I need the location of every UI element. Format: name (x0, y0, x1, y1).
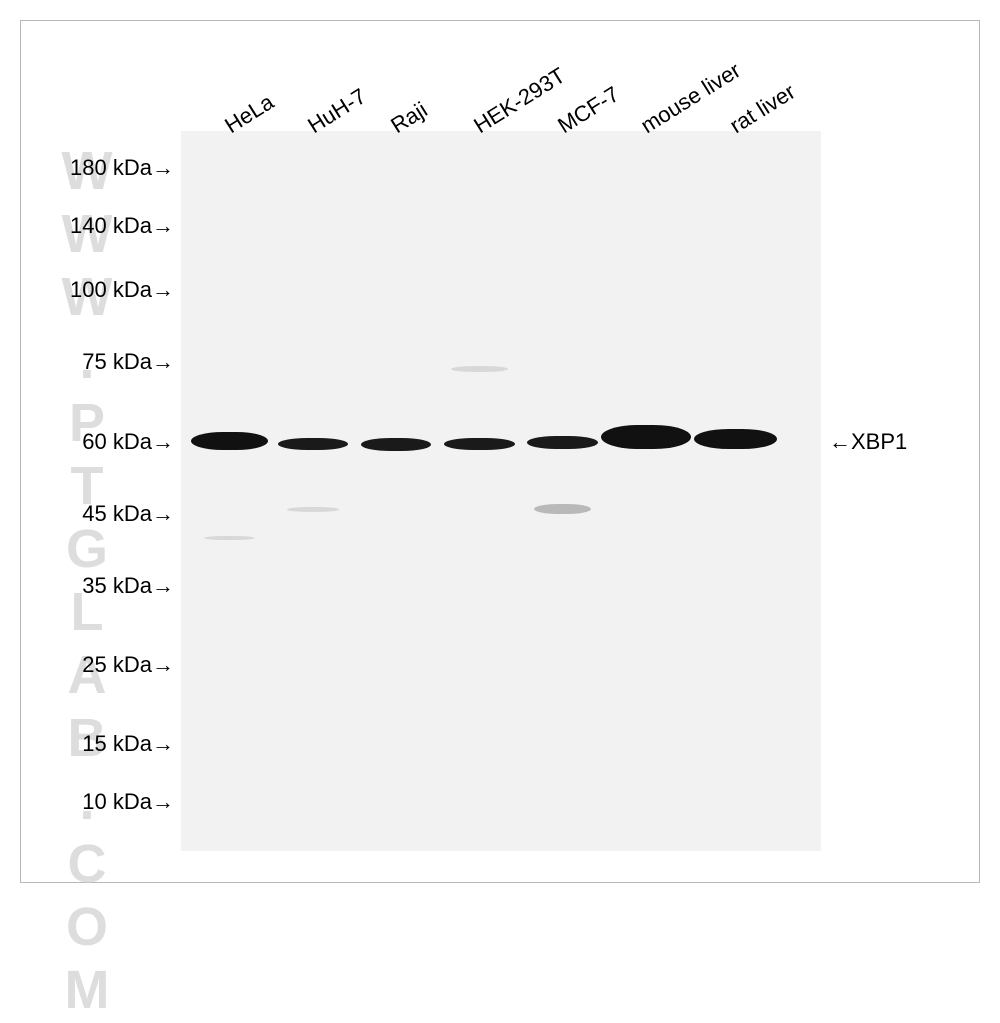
blot-band (694, 429, 777, 449)
target-label: ←XBP1 (829, 429, 907, 455)
lane-label: HEK-293T (470, 63, 571, 139)
marker-label: 100 kDa→ (46, 277, 174, 303)
blot-band (278, 438, 348, 450)
blot-band (601, 425, 691, 449)
blot-membrane (181, 131, 821, 851)
lane-label: rat liver (726, 79, 801, 139)
blot-band (361, 438, 431, 451)
western-blot-figure: WWW.PTGLAB.COM ←XBP1 HeLaHuH-7RajiHEK-29… (20, 20, 980, 883)
marker-label: 15 kDa→ (46, 731, 174, 757)
blot-band (534, 504, 592, 514)
marker-label: 75 kDa→ (46, 349, 174, 375)
marker-label: 45 kDa→ (46, 501, 174, 527)
blot-band (204, 536, 255, 540)
lane-label: mouse liver (636, 57, 745, 139)
marker-label: 25 kDa→ (46, 652, 174, 678)
marker-label: 35 kDa→ (46, 573, 174, 599)
marker-label: 60 kDa→ (46, 429, 174, 455)
marker-label: 10 kDa→ (46, 789, 174, 815)
blot-band (451, 366, 509, 372)
blot-band (527, 436, 597, 449)
blot-band (287, 507, 338, 512)
marker-label: 140 kDa→ (46, 213, 174, 239)
marker-label: 180 kDa→ (46, 155, 174, 181)
blot-band (444, 438, 514, 450)
blot-band (191, 432, 268, 450)
